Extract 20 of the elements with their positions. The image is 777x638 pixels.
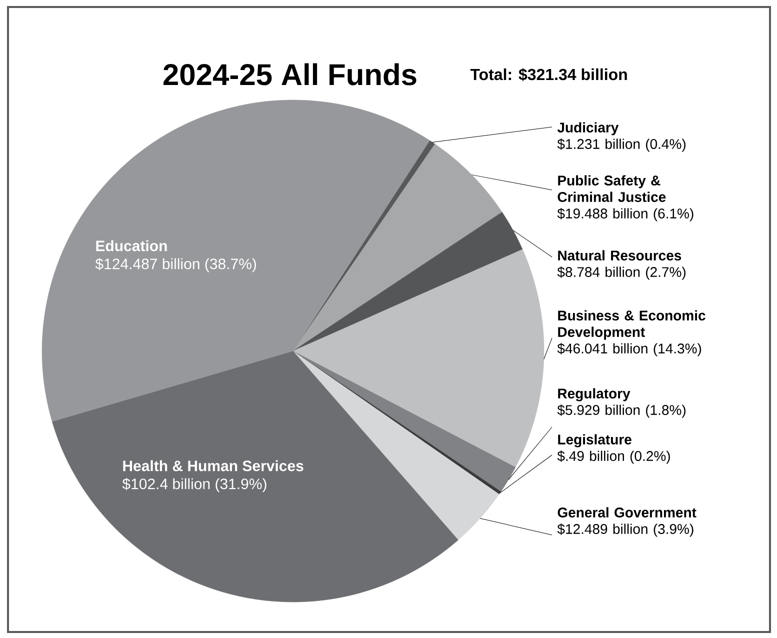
data-label: $124.487 billion (38.7%) [95, 258, 256, 272]
slice-label: Natural Resources [558, 250, 682, 260]
data-label: $19.488 billion (6.1%) [557, 208, 694, 222]
chart-subtitle: Total: $321.34 billion [470, 68, 627, 82]
data-label: $46.041 billion (14.3%) [557, 342, 702, 356]
slice-label: Judiciary [557, 122, 619, 136]
slice-label: Public Safety & Criminal Justice [558, 175, 666, 202]
data-label: $.49 billion (0.2%) [557, 450, 670, 464]
slice-label: Business & Economic Development [558, 310, 706, 340]
data-label: $12.489 billion (3.9%) [557, 523, 694, 537]
data-label: $102.4 billion (31.9%) [122, 478, 266, 492]
slice-label: Health & Human Services [123, 460, 304, 472]
data-label: $8.784 billion (2.7%) [557, 266, 686, 280]
slice-label: General Government [558, 507, 696, 518]
slice-label: Education [96, 240, 167, 252]
slice-label: Regulatory [558, 388, 630, 402]
data-label: $1.231 billion (0.4%) [557, 138, 686, 152]
slice-label: Legislature [558, 434, 632, 448]
chart-title: 2024-25 All Funds [163, 63, 416, 86]
data-label: $5.929 billion (1.8%) [557, 404, 686, 418]
